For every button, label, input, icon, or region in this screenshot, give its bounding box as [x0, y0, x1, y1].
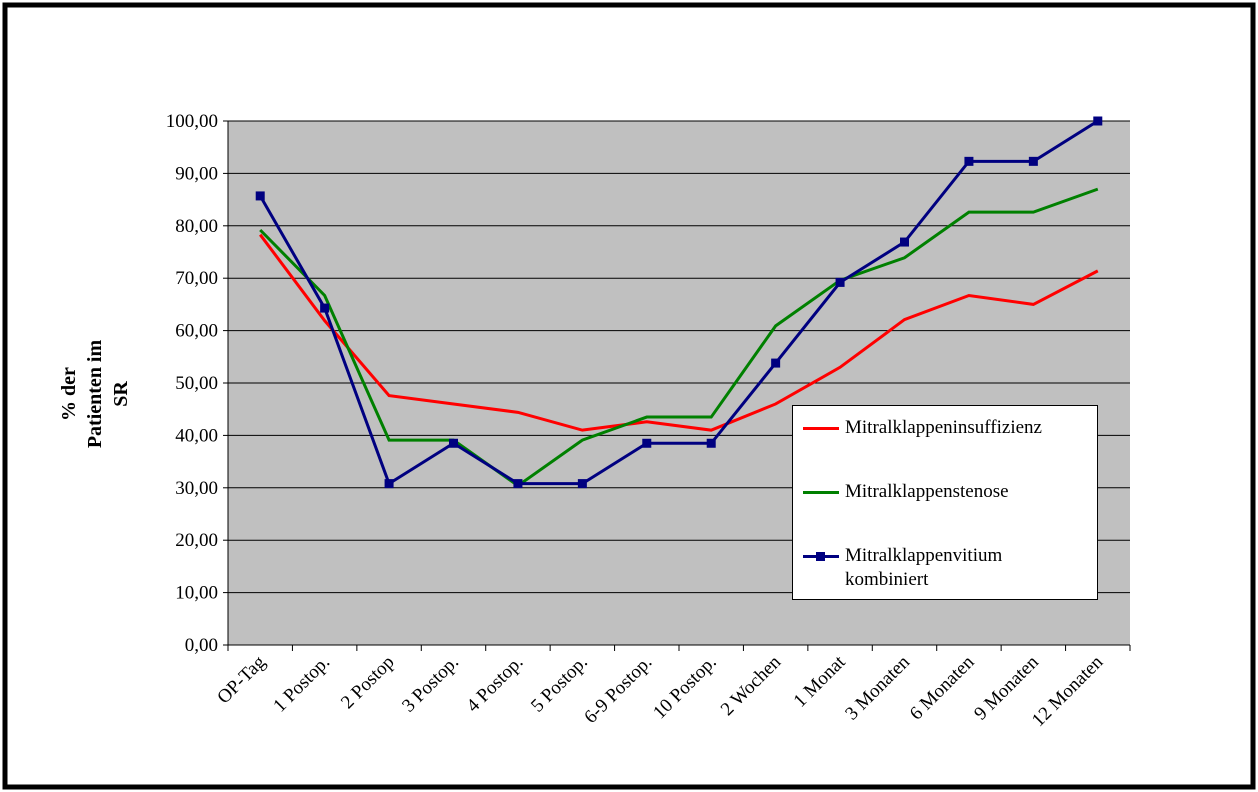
marker: [384, 479, 394, 489]
marker: [513, 479, 523, 489]
marker: [255, 191, 265, 201]
marker: [706, 438, 716, 448]
y-tick-label: 0,00: [185, 635, 218, 656]
y-tick-label: 40,00: [175, 425, 218, 446]
y-tick-label: 70,00: [175, 268, 218, 289]
marker: [1093, 116, 1103, 126]
marker: [771, 358, 781, 368]
marker: [577, 479, 587, 489]
marker: [964, 156, 974, 166]
marker: [642, 438, 652, 448]
marker: [320, 303, 330, 313]
legend-label: Mitralklappeninsuffizienz: [845, 417, 1042, 438]
legend-label: Mitralklappenstenose: [845, 481, 1009, 502]
y-tick-label: 10,00: [175, 583, 218, 604]
marker: [1028, 156, 1038, 166]
series-line: [259, 187, 1099, 488]
y-tick-label: 60,00: [175, 321, 218, 342]
legend-swatch: [803, 491, 839, 494]
legend-marker: [816, 552, 825, 561]
legend: Mitralklappeninsuffizienz Mitralklappenst…: [792, 405, 1098, 600]
y-tick-label: 50,00: [175, 373, 218, 394]
y-tick-label: 100,00: [166, 111, 218, 132]
series-line: [258, 119, 1099, 486]
y-tick-label: 30,00: [175, 478, 218, 499]
legend-swatch: [803, 427, 839, 430]
y-axis-label: % der Patienten im SR: [58, 339, 132, 449]
marker: [900, 237, 909, 247]
y-tick-label: 90,00: [175, 163, 218, 184]
y-tick-label: 20,00: [175, 530, 218, 551]
legend-label: Mitralklappenvitium kombiniert: [845, 545, 1003, 590]
marker: [835, 277, 845, 287]
marker: [449, 438, 458, 448]
y-tick-label: 80,00: [175, 216, 218, 237]
series-line: [259, 233, 1099, 432]
